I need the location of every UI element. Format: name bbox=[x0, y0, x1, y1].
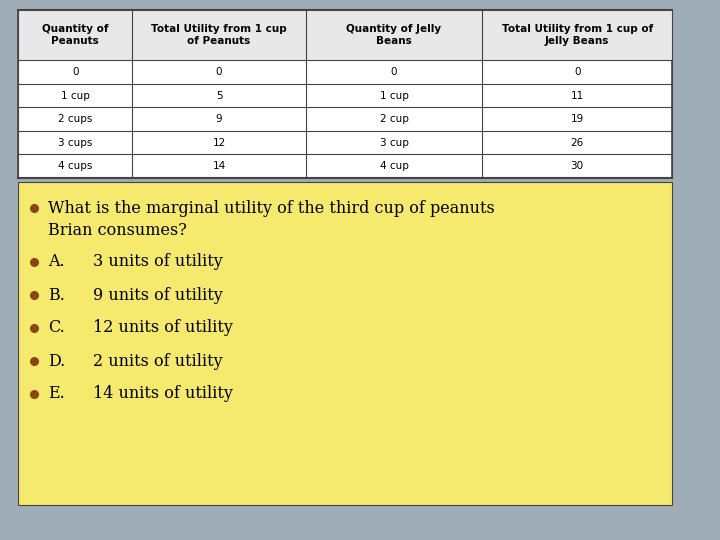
Text: 1 cup: 1 cup bbox=[60, 91, 90, 100]
FancyBboxPatch shape bbox=[0, 507, 720, 540]
Text: 19: 19 bbox=[570, 114, 584, 124]
FancyBboxPatch shape bbox=[18, 10, 672, 178]
Text: 11: 11 bbox=[570, 91, 584, 100]
FancyBboxPatch shape bbox=[18, 182, 672, 505]
Text: B.: B. bbox=[48, 287, 65, 303]
Text: 30: 30 bbox=[571, 161, 584, 171]
Text: 0: 0 bbox=[391, 67, 397, 77]
Text: Total Utility from 1 cup of
Jelly Beans: Total Utility from 1 cup of Jelly Beans bbox=[502, 24, 653, 46]
Text: 3 cups: 3 cups bbox=[58, 138, 92, 148]
Text: 4 cup: 4 cup bbox=[379, 161, 408, 171]
Text: E.: E. bbox=[48, 386, 65, 402]
Text: C.: C. bbox=[48, 320, 65, 336]
Text: Quantity of Jelly
Beans: Quantity of Jelly Beans bbox=[346, 24, 441, 46]
Text: 12 units of utility: 12 units of utility bbox=[93, 320, 233, 336]
Text: 3 units of utility: 3 units of utility bbox=[93, 253, 222, 271]
Text: 4 cups: 4 cups bbox=[58, 161, 92, 171]
Text: Quantity of
Peanuts: Quantity of Peanuts bbox=[42, 24, 109, 46]
Text: 26: 26 bbox=[570, 138, 584, 148]
Text: What is the marginal utility of the third cup of peanuts
Brian consumes?: What is the marginal utility of the thir… bbox=[48, 200, 495, 239]
Text: 14 units of utility: 14 units of utility bbox=[93, 386, 233, 402]
Text: 9 units of utility: 9 units of utility bbox=[93, 287, 222, 303]
Text: 0: 0 bbox=[216, 67, 222, 77]
Text: A.: A. bbox=[48, 253, 65, 271]
FancyBboxPatch shape bbox=[18, 10, 672, 60]
Text: 2 units of utility: 2 units of utility bbox=[93, 353, 222, 369]
Text: 9: 9 bbox=[216, 114, 222, 124]
Text: 2 cups: 2 cups bbox=[58, 114, 92, 124]
Text: 14: 14 bbox=[212, 161, 226, 171]
Text: 5: 5 bbox=[216, 91, 222, 100]
Text: 0: 0 bbox=[574, 67, 580, 77]
Text: 0: 0 bbox=[72, 67, 78, 77]
Text: 2 cup: 2 cup bbox=[379, 114, 408, 124]
Text: 12: 12 bbox=[212, 138, 226, 148]
Text: 3 cup: 3 cup bbox=[379, 138, 408, 148]
Text: D.: D. bbox=[48, 353, 66, 369]
Text: 1 cup: 1 cup bbox=[379, 91, 408, 100]
Text: Total Utility from 1 cup
of Peanuts: Total Utility from 1 cup of Peanuts bbox=[151, 24, 287, 46]
